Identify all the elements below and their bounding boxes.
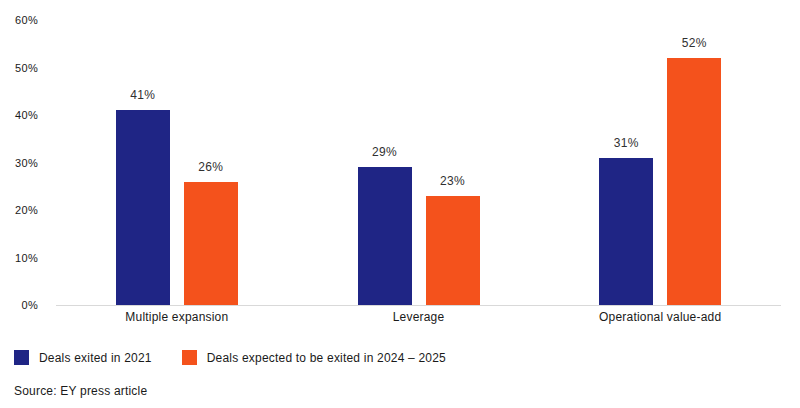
plot-groups: 41% 26% 29% 23% 31% 52% [56, 0, 781, 305]
bar-column: 26% [184, 160, 238, 306]
bar-column: 23% [426, 174, 480, 305]
bar [667, 58, 721, 305]
legend-label: Deals expected to be exited in 2024 – 20… [207, 351, 446, 365]
y-axis-tick-label: 50% [15, 62, 38, 74]
bar-value-label: 23% [440, 174, 465, 188]
bar-column: 41% [116, 88, 170, 305]
category-label: Multiple expansion [56, 310, 298, 324]
bar-group: 31% 52% [539, 0, 781, 305]
bar [426, 196, 480, 305]
y-axis-tick-label: 30% [15, 157, 38, 169]
y-axis-tick-label: 40% [15, 109, 38, 121]
bar-column: 31% [599, 136, 653, 305]
bar-value-label: 52% [682, 36, 707, 50]
bar-column: 52% [667, 36, 721, 305]
bar [116, 110, 170, 305]
legend-item: Deals expected to be exited in 2024 – 20… [182, 350, 446, 365]
category-label: Leverage [298, 310, 540, 324]
bar-value-label: 31% [614, 136, 639, 150]
y-axis-tick-label: 60% [15, 14, 38, 26]
y-axis-tick-label: 0% [22, 299, 39, 311]
legend-label: Deals exited in 2021 [39, 351, 152, 365]
category-row: Multiple expansionLeverageOperational va… [56, 310, 781, 324]
bar-value-label: 26% [198, 160, 223, 174]
source-note: Source: EY press article [14, 384, 147, 398]
legend-item: Deals exited in 2021 [14, 350, 152, 365]
y-axis-tick-label: 20% [15, 204, 38, 216]
legend-swatch [182, 350, 197, 365]
bar-value-label: 41% [130, 88, 155, 102]
bar-group: 41% 26% [56, 0, 298, 305]
bar [184, 182, 238, 306]
bar [599, 158, 653, 305]
bar-column: 29% [358, 145, 412, 305]
legend-swatch [14, 350, 29, 365]
bar-group: 29% 23% [298, 0, 540, 305]
bar [358, 167, 412, 305]
bar-chart: 0%10%20%30%40%50%60% 41%26%29%23%31%52% … [0, 0, 800, 408]
y-axis-tick-label: 10% [15, 252, 38, 264]
bar-value-label: 29% [372, 145, 397, 159]
category-label: Operational value-add [539, 310, 781, 324]
x-axis-line [56, 305, 781, 306]
legend: Deals exited in 2021 Deals expected to be… [14, 350, 446, 365]
